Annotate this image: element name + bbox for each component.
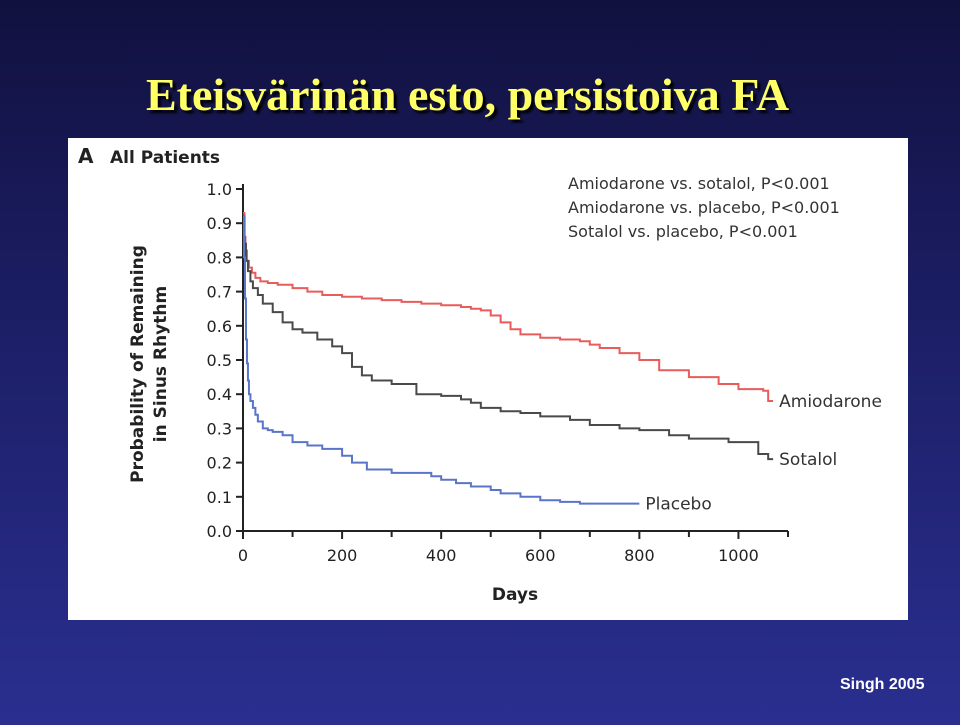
x-tick-label-600: 600 xyxy=(525,546,556,565)
y-axis: 0.0 0.1 0.2 0.3 0.4 0.5 0.6 0.7 0.8 0.9 1.0 xyxy=(207,180,244,541)
x-tick-label-1000: 1000 xyxy=(718,546,759,565)
x-tick-label-800: 800 xyxy=(624,546,655,565)
x-tick-label-200: 200 xyxy=(327,546,358,565)
y-tick-label-0-9: 0.9 xyxy=(207,214,232,233)
series-line-amiodarone xyxy=(243,211,774,403)
annotation-1: Amiodarone vs. sotalol, P<0.001 xyxy=(568,174,830,193)
y-axis-label-line2: in Sinus Rhythm xyxy=(151,286,171,442)
series-label-sotalol: Sotalol xyxy=(779,450,837,470)
panel-letter: A xyxy=(78,144,94,168)
y-axis-label-line1: Probability of Remaining xyxy=(128,245,148,483)
y-tick-label-0-6: 0.6 xyxy=(207,317,232,336)
series-label-amiodarone: Amiodarone xyxy=(779,392,882,412)
y-tick-label-0-1: 0.1 xyxy=(207,488,232,507)
series-label-placebo: Placebo xyxy=(645,495,711,515)
x-tick-label-400: 400 xyxy=(426,546,457,565)
y-tick-label-0-3: 0.3 xyxy=(207,419,232,438)
series-lines xyxy=(242,211,774,505)
slide-title: Eteisvärinän esto, persistoiva FA xyxy=(146,69,790,120)
x-axis-label: Days xyxy=(492,585,538,605)
series-line-sotalol xyxy=(243,215,774,461)
y-tick-label-0-7: 0.7 xyxy=(207,283,232,302)
y-tick-label-0-2: 0.2 xyxy=(207,454,232,473)
chart-panel: A All Patients Amiodarone vs. sotalol, P… xyxy=(68,138,908,620)
annotation-3: Sotalol vs. placebo, P<0.001 xyxy=(568,222,798,241)
survival-chart: A All Patients Amiodarone vs. sotalol, P… xyxy=(78,144,882,605)
y-tick-label-0-4: 0.4 xyxy=(207,385,232,404)
y-tick-label-0-5: 0.5 xyxy=(207,351,232,370)
annotation-2: Amiodarone vs. placebo, P<0.001 xyxy=(568,198,840,217)
y-tick-label-0-8: 0.8 xyxy=(207,248,232,267)
x-tick-label-0: 0 xyxy=(238,546,248,565)
p-value-annotations: Amiodarone vs. sotalol, P<0.001 Amiodaron… xyxy=(568,174,840,241)
chart-title: All Patients xyxy=(110,148,220,168)
series-line-placebo xyxy=(242,215,640,505)
series-labels: Amiodarone Sotalol Placebo xyxy=(645,392,882,515)
y-tick-label-0-0: 0.0 xyxy=(207,522,232,541)
x-axis: 0 200 400 600 800 1000 xyxy=(238,530,789,565)
y-tick-label-1-0: 1.0 xyxy=(207,180,232,199)
citation: Singh 2005 xyxy=(840,676,925,693)
